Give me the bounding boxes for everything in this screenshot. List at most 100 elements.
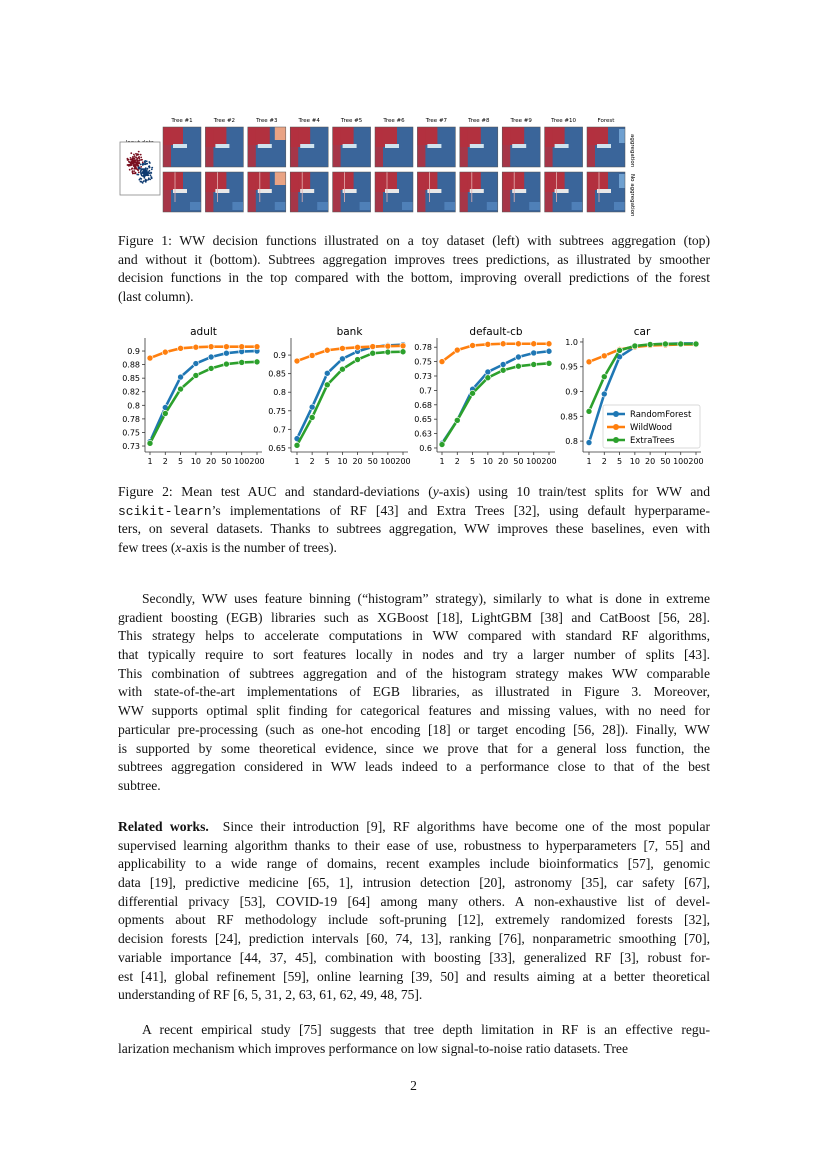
scatter-point (148, 172, 150, 174)
scatter-point (142, 180, 145, 183)
text-line: est [41], global refinement [59], online… (118, 968, 710, 984)
scatter-point (146, 162, 149, 165)
scatter-point (143, 176, 146, 179)
data-point (692, 340, 700, 348)
data-point (399, 348, 407, 356)
scatter-point (134, 161, 136, 163)
decision-function-panel (544, 126, 583, 168)
scatter-point (145, 173, 148, 176)
text-line: subtrees aggregation considered in WW le… (118, 759, 710, 775)
boundary-region (597, 144, 611, 148)
y-tick-label: 0.8 (273, 388, 286, 397)
scatter-point (141, 161, 144, 164)
panel-frame (247, 126, 287, 168)
data-point (530, 361, 538, 368)
decision-function-panel (247, 171, 287, 213)
legend: RandomForest WildWood ExtraTrees (602, 404, 701, 449)
y-tick-label: 0.68 (414, 401, 432, 410)
x-tick-label: 50 (660, 457, 670, 466)
scatter-point (144, 173, 147, 175)
boundary-region (385, 189, 399, 193)
scatter-point (139, 171, 142, 173)
y-tick-label: 0.6 (419, 444, 432, 453)
data-point (499, 361, 507, 368)
data-point (384, 342, 392, 350)
data-point (223, 343, 230, 350)
x-tick-label: 20 (498, 457, 508, 466)
region-red (290, 172, 299, 212)
region-red (417, 172, 426, 212)
legend-label: RandomForest (630, 410, 692, 420)
scatter-point (147, 174, 150, 177)
scatter-point (127, 164, 130, 167)
region-red (332, 127, 341, 167)
scatter-point (140, 156, 143, 159)
scatter-point (145, 179, 148, 182)
region-light-blue (571, 202, 583, 210)
scatter-point (136, 168, 138, 171)
scatter-point (130, 161, 133, 163)
y-tick-label: 1.0 (565, 338, 578, 347)
region-light-blue (190, 202, 201, 210)
scatter-point (148, 165, 150, 168)
scatter-point (133, 165, 135, 168)
panel-title: Tree #8 (467, 118, 490, 124)
boundary-region (469, 189, 484, 193)
text-line: is supported by some theoretical evidenc… (118, 740, 710, 756)
data-point (600, 390, 608, 398)
data-point (308, 414, 316, 421)
data-point (253, 358, 261, 366)
row-label-no-aggregation: No aggregation (629, 174, 635, 217)
data-point (177, 345, 184, 352)
x-tick-label: 50 (513, 457, 523, 466)
x-tick-label: 2 (163, 457, 168, 466)
region-red (459, 172, 468, 212)
scatter-point (150, 177, 153, 180)
text-run: -axis is the number of trees). (181, 540, 337, 556)
region-red (587, 172, 595, 212)
data-point (293, 357, 301, 365)
scatter-point (148, 161, 151, 163)
panel-title: Tree #4 (298, 118, 321, 124)
panel-frame (374, 126, 414, 168)
series-WildWood (438, 340, 553, 365)
scatter-point (130, 152, 133, 155)
scatter-point (130, 163, 132, 166)
data-point (369, 349, 377, 357)
scatter-point (133, 155, 136, 157)
legend-marker (613, 424, 619, 430)
scatter-point (139, 168, 142, 170)
data-point (339, 345, 346, 352)
decision-function-panel (205, 126, 244, 168)
region-red (502, 127, 511, 167)
boundary-region (427, 144, 442, 148)
x-tick-label: 2 (310, 457, 315, 466)
scatter-point (138, 157, 141, 160)
panel-frame (459, 126, 499, 168)
data-point (323, 369, 331, 377)
scatter-point (126, 159, 129, 161)
region-red (247, 172, 256, 212)
x-tick-label: 10 (483, 457, 493, 466)
series-ExtraTrees (438, 360, 553, 448)
scatter-point (140, 166, 143, 168)
scatter-point (133, 170, 136, 172)
text-line: gradient boosting (EGB) libraries such a… (118, 609, 710, 625)
scatter-point (139, 153, 142, 156)
panel-frame (205, 171, 244, 213)
x-tick-label: 1 (294, 457, 299, 466)
series-WildWood (293, 342, 407, 365)
scatter-point (149, 174, 152, 177)
boundary-region (342, 189, 357, 193)
legend-marker (613, 437, 619, 443)
scatter-point (142, 172, 145, 175)
data-point (646, 341, 654, 348)
panel-frame (544, 171, 583, 213)
chart-car: car 0.8 0.85 0.9 0.95 1.0 1 2 5 10 20 50 100 200 Rando… (560, 326, 703, 466)
y-tick-label: 0.85 (122, 374, 140, 383)
scatter-point (132, 163, 135, 165)
data-point (545, 360, 553, 367)
data-point (438, 441, 446, 448)
decision-function-panel (501, 126, 541, 168)
series-line (295, 343, 404, 440)
